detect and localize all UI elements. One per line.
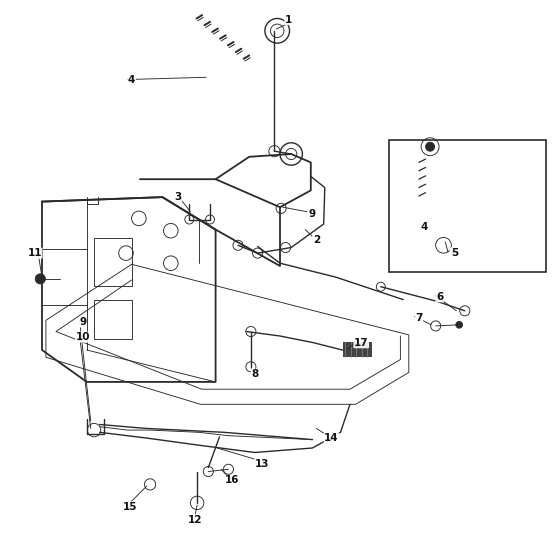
Text: 2: 2 <box>313 235 320 245</box>
Circle shape <box>426 142 435 151</box>
Text: 1: 1 <box>285 15 292 25</box>
Text: 7: 7 <box>415 313 423 323</box>
Text: 9: 9 <box>80 317 86 327</box>
Text: 5: 5 <box>450 248 457 258</box>
Text: 8: 8 <box>251 369 258 379</box>
Text: 12: 12 <box>188 515 202 525</box>
Text: 4: 4 <box>421 222 428 232</box>
Circle shape <box>35 274 45 284</box>
Text: 13: 13 <box>255 459 269 469</box>
Circle shape <box>456 321 463 328</box>
Text: 14: 14 <box>324 433 339 443</box>
Text: 9: 9 <box>309 209 316 219</box>
Text: 15: 15 <box>123 502 137 512</box>
Text: 10: 10 <box>76 332 90 342</box>
Text: 17: 17 <box>354 338 368 348</box>
Text: 16: 16 <box>225 475 240 486</box>
Text: 5: 5 <box>451 248 458 258</box>
Text: 4: 4 <box>128 74 136 85</box>
Text: 3: 3 <box>175 192 181 202</box>
Bar <box>343 342 372 357</box>
Bar <box>389 140 546 272</box>
Bar <box>94 300 132 339</box>
Text: 6: 6 <box>436 292 443 302</box>
Bar <box>94 238 132 286</box>
Text: 11: 11 <box>27 248 42 258</box>
